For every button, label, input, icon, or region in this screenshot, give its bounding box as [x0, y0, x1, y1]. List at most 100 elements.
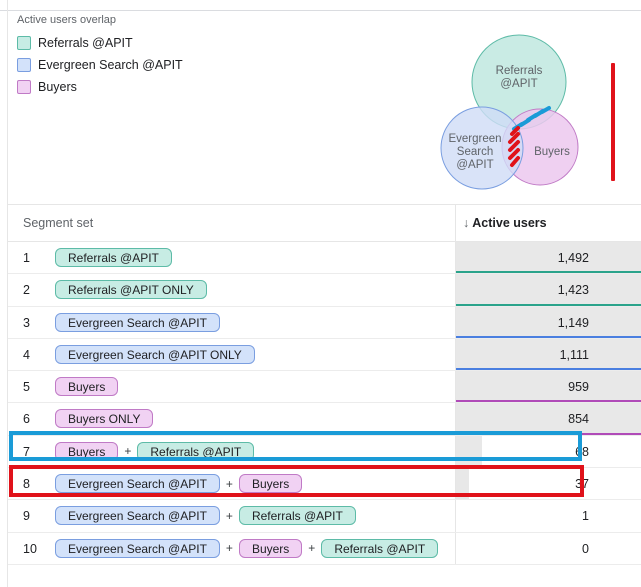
value-bar: [456, 371, 641, 403]
plus-icon: +: [225, 541, 233, 556]
active-users-cell: 68: [455, 435, 641, 468]
highlight-box-row-7: [9, 431, 582, 461]
segment-chip[interactable]: Evergreen Search @APIT: [55, 312, 220, 332]
segment-chip[interactable]: Referrals @APIT: [238, 506, 356, 526]
active-users-value: 1,111: [559, 347, 589, 362]
active-users-header[interactable]: ↓ Active users: [455, 205, 641, 241]
legend-item-referrals[interactable]: Referrals @APIT: [17, 32, 183, 54]
segment-chips: Buyers + Referrals @APIT: [55, 441, 255, 461]
active-users-cell: 959: [455, 371, 641, 403]
segment-chips: Buyers ONLY: [55, 409, 154, 429]
row-number: 3: [23, 315, 30, 330]
table-row[interactable]: 8 Evergreen Search @APIT + Buyers 37: [8, 468, 641, 501]
table-row[interactable]: 1 Referrals @APIT 1,492: [8, 242, 641, 275]
row-number: 6: [23, 412, 30, 427]
plus-icon: +: [124, 444, 132, 459]
table-row[interactable]: 9 Evergreen Search @APIT + Referrals @APIT 1: [8, 500, 641, 533]
overlap-title: Active users overlap: [17, 14, 117, 26]
segment-chip[interactable]: Buyers: [238, 538, 303, 558]
segment-chip[interactable]: Evergreen Search @APIT: [55, 474, 220, 494]
row-number: 1: [23, 251, 30, 265]
row-number: 5: [23, 380, 30, 395]
value-bar-underline: [456, 335, 641, 338]
venn-label-buyers: Buyers: [534, 146, 570, 158]
venn-circle-evergreen[interactable]: [440, 106, 524, 190]
table-row[interactable]: 7 Buyers + Referrals @APIT 68: [8, 435, 641, 469]
table-row[interactable]: 10 Evergreen Search @APIT + Buyers + Referral…: [8, 532, 641, 565]
segment-chip[interactable]: Evergreen Search @APIT: [55, 506, 220, 526]
active-users-cell: 1,492: [455, 242, 641, 274]
top-divider: [0, 10, 641, 11]
legend-swatch-buyers: [17, 80, 31, 94]
row-number: 7: [23, 444, 30, 459]
legend-label-buyers: Buyers: [38, 80, 77, 94]
active-users-value: 1,149: [557, 315, 589, 330]
segment-chip[interactable]: Buyers: [55, 441, 119, 461]
value-bar-underline: [456, 400, 641, 403]
value-bar: [456, 306, 641, 338]
active-users-cell: 0: [455, 532, 641, 564]
legend-item-buyers[interactable]: Buyers: [17, 76, 183, 98]
plus-icon: +: [225, 476, 233, 491]
value-bar: [456, 274, 641, 306]
segment-chip[interactable]: Buyers ONLY: [55, 409, 154, 429]
sort-down-icon[interactable]: ↓: [463, 216, 470, 230]
red-annotation-bar: [611, 63, 615, 181]
active-users-cell: 1,423: [455, 274, 641, 306]
active-users-cell: 1,111: [455, 338, 641, 371]
row-number: 2: [23, 283, 30, 298]
active-users-cell: 1,149: [455, 306, 641, 338]
legend-swatch-referrals: [17, 36, 31, 50]
left-divider: [7, 0, 8, 587]
value-bar: [456, 403, 641, 435]
plus-icon: +: [225, 508, 233, 523]
value-bar-underline: [456, 271, 641, 274]
value-bar-underline: [456, 368, 641, 371]
table-row[interactable]: 2 Referrals @APIT ONLY 1,423: [8, 274, 641, 307]
value-bar: [456, 338, 641, 371]
table-row[interactable]: 3 Evergreen Search @APIT 1,149: [8, 306, 641, 339]
active-users-value: 0: [582, 541, 589, 556]
active-users-cell: 37: [455, 468, 641, 500]
row-number: 8: [23, 477, 30, 492]
table-row[interactable]: 6 Buyers ONLY 854: [8, 403, 641, 436]
segment-chip[interactable]: Buyers: [55, 377, 119, 397]
venn-label-referrals: Referrals @APIT: [496, 65, 543, 90]
segment-chip[interactable]: Buyers: [238, 474, 303, 494]
venn-label-evergreen: Evergreen Search @APIT: [448, 133, 501, 171]
legend-label-evergreen: Evergreen Search @APIT: [38, 58, 183, 72]
segment-chips: Evergreen Search @APIT + Buyers: [55, 474, 303, 494]
active-users-value: 854: [568, 412, 589, 427]
segment-chip[interactable]: Referrals @APIT: [55, 248, 172, 267]
table-body: 1 Referrals @APIT 1,492 2 Referrals @APIT ON…: [8, 242, 641, 565]
legend-swatch-evergreen: [17, 58, 31, 72]
legend-item-evergreen[interactable]: Evergreen Search @APIT: [17, 54, 183, 76]
segment-chips: Buyers: [55, 377, 119, 397]
active-users-value: 1,423: [557, 283, 589, 298]
active-users-value: 1: [582, 509, 589, 524]
active-users-value: 1,492: [557, 251, 589, 265]
value-bar: [456, 242, 641, 274]
active-users-header-label: Active users: [472, 216, 547, 230]
segment-chip[interactable]: Referrals @APIT ONLY: [55, 280, 207, 300]
value-bar-underline: [456, 303, 641, 306]
row-number: 9: [23, 509, 30, 524]
segment-chip[interactable]: Evergreen Search @APIT: [55, 538, 220, 558]
segment-chips: Referrals @APIT: [55, 248, 172, 267]
plus-icon: +: [308, 541, 316, 556]
segment-chips: Evergreen Search @APIT + Referrals @APIT: [55, 506, 356, 526]
value-bar: [456, 435, 482, 468]
row-number: 10: [23, 541, 37, 556]
segment-table: Segment set ↓ Active users 1 Referrals @AP…: [8, 204, 641, 565]
active-users-value: 959: [568, 380, 589, 395]
value-bar: [456, 468, 469, 500]
venn-diagram: Referrals @APIT Evergreen Search @APIT Buye…: [440, 34, 579, 190]
highlight-box-row-8: [9, 465, 584, 497]
segment-chip[interactable]: Referrals @APIT: [321, 538, 439, 558]
segment-chip[interactable]: Evergreen Search @APIT ONLY: [55, 344, 255, 364]
segment-chips: Referrals @APIT ONLY: [55, 280, 207, 300]
legend-label-referrals: Referrals @APIT: [38, 36, 133, 50]
table-row[interactable]: 4 Evergreen Search @APIT ONLY 1,111: [8, 338, 641, 372]
table-row[interactable]: 5 Buyers 959: [8, 371, 641, 404]
segment-chips: Evergreen Search @APIT: [55, 312, 220, 332]
